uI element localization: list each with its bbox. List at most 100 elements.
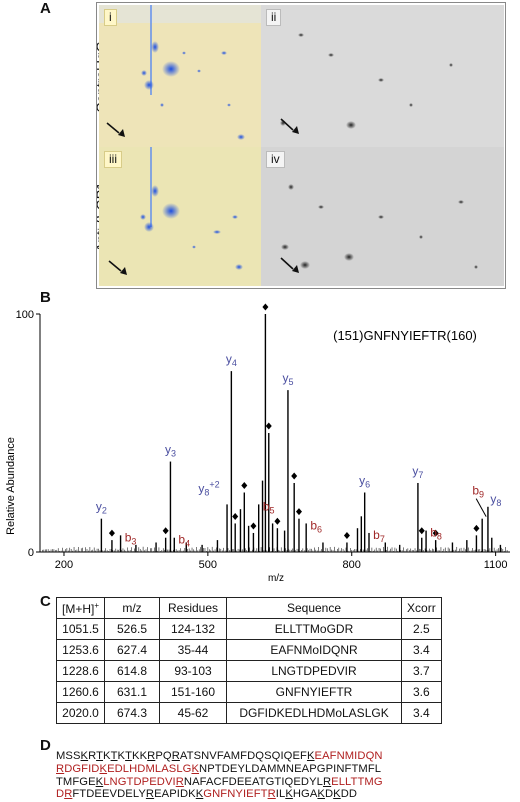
ms-ion-label: y8+2 <box>198 479 219 497</box>
cell-residues: 93-103 <box>159 660 228 682</box>
ms-ion-label: y2 <box>96 500 107 516</box>
cell-xcorr: 2.5 <box>401 618 442 640</box>
sequence-segment: PQ <box>155 750 172 762</box>
ms-diamond-marker <box>291 472 298 480</box>
cell-xcorr: 3.4 <box>401 702 442 724</box>
ms-ion-label: b6 <box>310 518 322 534</box>
sequence-segment: K <box>306 750 315 762</box>
table-row: 1051.5 526.5 124-132 ELLTTMoGDR 2.5 <box>55 618 442 640</box>
gel-western-anti: iv <box>261 147 504 286</box>
cell-residues: 45-62 <box>159 702 228 724</box>
sequence-segment: K <box>99 762 108 775</box>
ms-spectrum-chart: Relative Abundance (151)GNFNYIEFTR(160) … <box>5 303 510 584</box>
ms-y-tick-label: 100 <box>16 309 34 321</box>
sequence-segment: ELLTTMG <box>331 775 383 788</box>
header-xcorr: Xcorr <box>401 597 442 619</box>
cell-mh: 1051.5 <box>55 618 106 640</box>
header-sequence: Sequence <box>226 597 403 619</box>
ms-diamond-marker <box>108 529 115 537</box>
peptide-table: [M+H]+ m/z Residues Sequence Xcorr 1051.… <box>55 597 442 724</box>
sequence-segment: ATSNVFAMFDQSQIQEF <box>179 750 307 762</box>
sequence-segment: K <box>317 788 325 801</box>
protein-sequence: MSSKRTKTKTKKRPQRATSNVFAMFDQSQIQEFKEAFNMI… <box>56 750 383 801</box>
sequence-segment: DD <box>340 788 358 801</box>
gel-spots-iv <box>261 147 504 286</box>
header-mz: m/z <box>104 597 161 619</box>
sequence-segment: T <box>96 750 104 762</box>
panel-label-a: A <box>40 0 51 17</box>
sequence-segment: K <box>191 762 200 775</box>
gel-tag-i: i <box>104 9 117 26</box>
cell-mz: 627.4 <box>104 639 161 661</box>
sequence-segment: K <box>285 788 293 801</box>
sequence-segment: MSS <box>56 750 81 762</box>
cell-sequence: DGFIDKEDLHDMoLASLGK <box>226 702 403 724</box>
ms-ion-label: b7 <box>373 528 385 544</box>
cell-residues: 124-132 <box>159 618 228 640</box>
sequence-segment: R <box>56 762 65 775</box>
gel-tag-iii: iii <box>104 151 122 168</box>
ms-arrow <box>475 498 487 517</box>
sequence-segment: EDLHDMLASLG <box>107 762 192 775</box>
ms-diamond-marker <box>473 524 480 532</box>
sequence-segment: EAFNMIDQN <box>314 750 383 762</box>
ms-diamond-marker <box>250 522 257 530</box>
gel-western-control: ii <box>261 5 504 147</box>
sequence-segment: R <box>145 788 155 801</box>
sequence-segment: K <box>117 750 126 762</box>
sequence-line: TMFGEKLNGTDPEDVIRNAFACFDEEATGTIQEDYLRELL… <box>56 776 383 789</box>
ms-x-tick-label: 200 <box>55 559 73 571</box>
ms-ion-label: b4 <box>178 533 190 549</box>
cell-mz: 614.8 <box>104 660 161 682</box>
sequence-segment: LNGTDPEDVI <box>103 775 176 788</box>
ms-ion-label: b5 <box>263 499 275 515</box>
gel-figure: i ii <box>96 2 506 289</box>
sequence-segment: DGFID <box>64 762 100 775</box>
sequence-segment: K <box>95 775 104 788</box>
sequence-segment: K <box>80 750 89 762</box>
table-row: 2020.0 674.3 45-62 DGFIDKEDLHDMoLASLGK 3… <box>55 702 442 724</box>
ms-ion-label: y3 <box>165 443 176 459</box>
table-row: 1260.6 631.1 151-160 GNFNYIEFTR 3.6 <box>55 681 442 703</box>
ms-diamond-marker <box>295 508 302 516</box>
ms-x-tick-label: 1100 <box>484 559 508 571</box>
sequence-line: RDGFIDKEDLHDMLASLGKNPTDEYLDAMMNEAPGPINFT… <box>56 763 383 776</box>
sequence-segment: IL <box>275 788 286 801</box>
ms-ion-label: b9 <box>472 484 484 500</box>
ms-x-tick-label: 500 <box>199 559 217 571</box>
sequence-segment: R <box>147 750 156 762</box>
cell-mh: 1228.6 <box>55 660 106 682</box>
panel-label-b: B <box>40 289 51 306</box>
sequence-segment: T <box>110 750 118 762</box>
sequence-segment: T <box>125 750 133 762</box>
sequence-segment: K <box>333 788 341 801</box>
ms-x-tick-label: 800 <box>343 559 361 571</box>
table-row: 1253.6 627.4 35-44 EAFNMoIDQNR 3.4 <box>55 639 442 661</box>
cell-mz: 526.5 <box>104 618 161 640</box>
cell-residues: 35-44 <box>159 639 228 661</box>
panel-label-d: D <box>40 737 51 754</box>
gel-coomassie-control: i <box>99 5 261 147</box>
sequence-segment: R <box>267 788 276 801</box>
header-residues: Residues <box>159 597 228 619</box>
ms-diamond-marker <box>232 512 239 520</box>
sequence-segment: GNFNYIEFT <box>203 788 268 801</box>
table-row: 1228.6 614.8 93-103 LNGTDPEDVIR 3.7 <box>55 660 442 682</box>
ms-y-tick-label: 0 <box>28 547 34 559</box>
sequence-segment: R <box>88 750 97 762</box>
panel-label-c: C <box>40 593 51 610</box>
cell-mh: 1260.6 <box>55 681 106 703</box>
table-header-row: [M+H]+ m/z Residues Sequence Xcorr <box>55 597 442 619</box>
ms-ion-label: y8 <box>490 492 501 508</box>
gel-spots-iii <box>99 147 261 286</box>
ms-ion-label: y5 <box>282 371 293 387</box>
sequence-segment: R <box>322 775 332 788</box>
ms-ylabel: Relative Abundance <box>5 437 17 535</box>
ms-ion-label: b3 <box>125 530 137 546</box>
cell-mz: 674.3 <box>104 702 161 724</box>
cell-sequence: GNFNYIEFTR <box>226 681 403 703</box>
cell-xcorr: 3.4 <box>401 639 442 661</box>
ms-peptide-label: (151)GNFNYIEFTR(160) <box>333 328 477 343</box>
sequence-segment: TMFGE <box>56 775 96 788</box>
ms-diamond-marker <box>162 527 169 535</box>
